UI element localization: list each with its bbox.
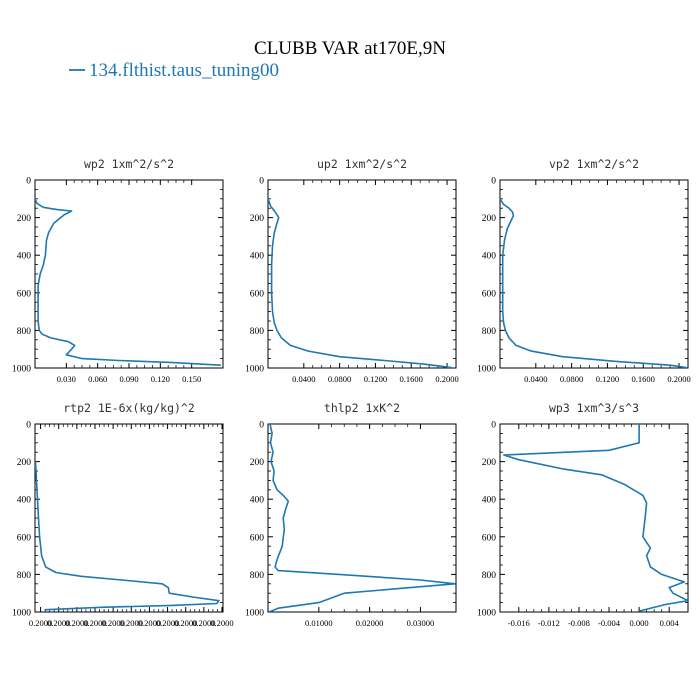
plot-frame bbox=[267, 179, 457, 369]
y-tick-label: 1000 bbox=[12, 365, 31, 375]
y-tick-label: 0 bbox=[491, 421, 496, 431]
x-tick-label: 0.2000 bbox=[47, 618, 70, 628]
y-tick-label: 200 bbox=[250, 458, 265, 468]
x-tick-label: 0.2000 bbox=[101, 618, 124, 628]
x-tick-label: -0.008 bbox=[568, 618, 590, 628]
y-tick-label: 600 bbox=[250, 289, 265, 299]
plot-frame bbox=[499, 179, 689, 369]
x-tick-label: 0.2000 bbox=[83, 618, 106, 628]
x-tick-label: -0.004 bbox=[598, 618, 621, 628]
series-line bbox=[500, 198, 687, 368]
panel-title: up2 1xm^2/s^2 bbox=[317, 157, 407, 171]
panel-title: wp2 1xm^2/s^2 bbox=[84, 157, 174, 171]
x-tick-label: 0.030 bbox=[57, 374, 76, 384]
x-tick-label: 0.2000 bbox=[156, 618, 179, 628]
y-tick-label: 400 bbox=[482, 496, 497, 506]
y-tick-label: 0 bbox=[26, 177, 31, 187]
y-tick-label: 800 bbox=[250, 327, 265, 337]
legend-label: 134.flthist.taus_tuning00 bbox=[89, 60, 279, 81]
y-tick-label: 800 bbox=[482, 571, 497, 581]
x-tick-label: 0.2000 bbox=[120, 618, 143, 628]
x-tick-label: 0.120 bbox=[151, 374, 170, 384]
x-tick-label: -0.012 bbox=[538, 618, 560, 628]
figure-title: CLUBB VAR at170E,9N bbox=[254, 38, 446, 59]
x-tick-label: 0.0800 bbox=[560, 374, 583, 384]
panel-title: vp2 1xm^2/s^2 bbox=[549, 157, 639, 171]
x-tick-label: 0.060 bbox=[88, 374, 107, 384]
y-tick-label: 800 bbox=[17, 571, 32, 581]
series-line bbox=[268, 424, 456, 612]
y-tick-label: 1000 bbox=[245, 609, 264, 619]
x-tick-label: 0.1600 bbox=[400, 374, 423, 384]
x-tick-label: 0.02000 bbox=[356, 618, 384, 628]
y-tick-label: 800 bbox=[250, 571, 265, 581]
x-tick-label: 0.1200 bbox=[364, 374, 387, 384]
x-tick-label: 0.2000 bbox=[29, 618, 52, 628]
y-tick-label: 0 bbox=[259, 177, 264, 187]
x-tick-label: 0.2000 bbox=[138, 618, 161, 628]
x-tick-label: 0.0800 bbox=[328, 374, 351, 384]
y-tick-label: 0 bbox=[491, 177, 496, 187]
y-tick-label: 600 bbox=[17, 533, 32, 543]
y-tick-label: 400 bbox=[17, 496, 32, 506]
y-tick-label: 1000 bbox=[477, 609, 496, 619]
panel-title: rtp2 1E-6x(kg/kg)^2 bbox=[63, 401, 195, 415]
series-line bbox=[35, 198, 221, 366]
x-tick-label: 0.090 bbox=[119, 374, 138, 384]
y-tick-label: 600 bbox=[482, 533, 497, 543]
x-tick-label: 0.0400 bbox=[524, 374, 547, 384]
y-tick-label: 200 bbox=[250, 214, 265, 224]
y-tick-label: 800 bbox=[482, 327, 497, 337]
y-tick-label: 1000 bbox=[245, 365, 264, 375]
y-tick-label: 200 bbox=[482, 214, 497, 224]
x-tick-label: 0.2000 bbox=[192, 618, 215, 628]
x-tick-label: -0.016 bbox=[508, 618, 530, 628]
x-tick-label: 0.1200 bbox=[596, 374, 619, 384]
plot-frame bbox=[499, 423, 689, 613]
series-line bbox=[35, 461, 220, 611]
y-tick-label: 800 bbox=[17, 327, 32, 337]
x-tick-label: 0.2000 bbox=[667, 374, 690, 384]
y-tick-label: 200 bbox=[17, 214, 32, 224]
y-tick-label: 600 bbox=[250, 533, 265, 543]
y-tick-label: 600 bbox=[17, 289, 32, 299]
x-tick-label: 0.2000 bbox=[174, 618, 197, 628]
x-tick-label: 0.2000 bbox=[435, 374, 458, 384]
x-tick-label: 0.01000 bbox=[305, 618, 333, 628]
panel-4: rtp2 1E-6x(kg/kg)^2020040060080010000.20… bbox=[12, 401, 234, 628]
plot-frame bbox=[267, 423, 457, 613]
y-tick-label: 400 bbox=[17, 252, 32, 262]
y-tick-label: 400 bbox=[250, 252, 265, 262]
panel-3: vp2 1xm^2/s^2 0 200 400 600 800 1000 0.0400 0.08… bbox=[477, 157, 691, 384]
panel-6: wp3 1xm^3/s^3 0 200 400 600 800 1000 -0.016 -0.0… bbox=[477, 401, 689, 628]
y-tick-label: 600 bbox=[482, 289, 497, 299]
y-tick-label: 400 bbox=[250, 496, 265, 506]
x-tick-label: 0.03000 bbox=[407, 618, 435, 628]
y-tick-label: 0 bbox=[26, 421, 31, 431]
y-tick-label: 200 bbox=[482, 458, 497, 468]
y-tick-label: 1000 bbox=[477, 365, 496, 375]
panel-title: thlp2 1xK^2 bbox=[324, 401, 400, 415]
x-tick-label: 0.000 bbox=[630, 618, 649, 628]
y-tick-label: 1000 bbox=[12, 609, 31, 619]
x-tick-label: 0.1600 bbox=[632, 374, 655, 384]
x-tick-label: 0.150 bbox=[182, 374, 201, 384]
panel-1: wp2 1xm^2/s^2 0 200 400 600 800 1000 0.030 0.060… bbox=[12, 157, 224, 384]
y-tick-label: 400 bbox=[482, 252, 497, 262]
y-tick-label: 200 bbox=[17, 458, 32, 468]
series-line bbox=[268, 198, 452, 368]
series-line bbox=[502, 424, 688, 612]
y-tick-label: 0 bbox=[259, 421, 264, 431]
panel-title: wp3 1xm^3/s^3 bbox=[549, 401, 639, 415]
plot-frame bbox=[34, 423, 224, 613]
panel-2: up2 1xm^2/s^2 0 200 400 600 800 1000 0.0400 0.08… bbox=[245, 157, 459, 384]
x-tick-label: 0.004 bbox=[660, 618, 680, 628]
x-tick-label: 0.2000 bbox=[65, 618, 88, 628]
panel-grid: wp2 1xm^2/s^2 0 200 400 600 800 1000 0.030 0.060… bbox=[12, 157, 691, 628]
x-tick-label: 0.2000 bbox=[210, 618, 233, 628]
x-tick-label: 0.0400 bbox=[292, 374, 315, 384]
panel-5: thlp2 1xK^2 0 200 400 600 800 1000 0.01000 0.020… bbox=[245, 401, 457, 628]
